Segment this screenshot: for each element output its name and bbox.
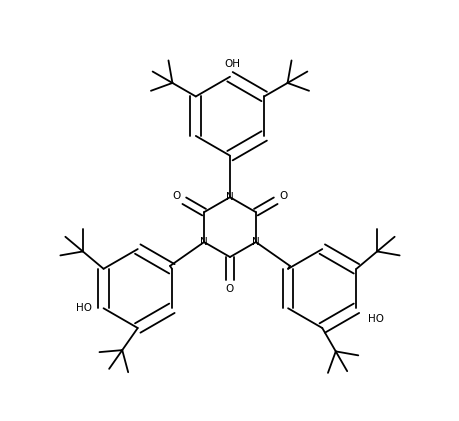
Text: OH: OH xyxy=(224,59,240,69)
Text: O: O xyxy=(279,191,287,201)
Text: HO: HO xyxy=(367,314,383,324)
Text: N: N xyxy=(252,237,259,247)
Text: N: N xyxy=(226,192,233,202)
Text: N: N xyxy=(200,237,207,247)
Text: O: O xyxy=(225,284,234,294)
Text: O: O xyxy=(172,191,180,201)
Text: HO: HO xyxy=(76,303,92,313)
